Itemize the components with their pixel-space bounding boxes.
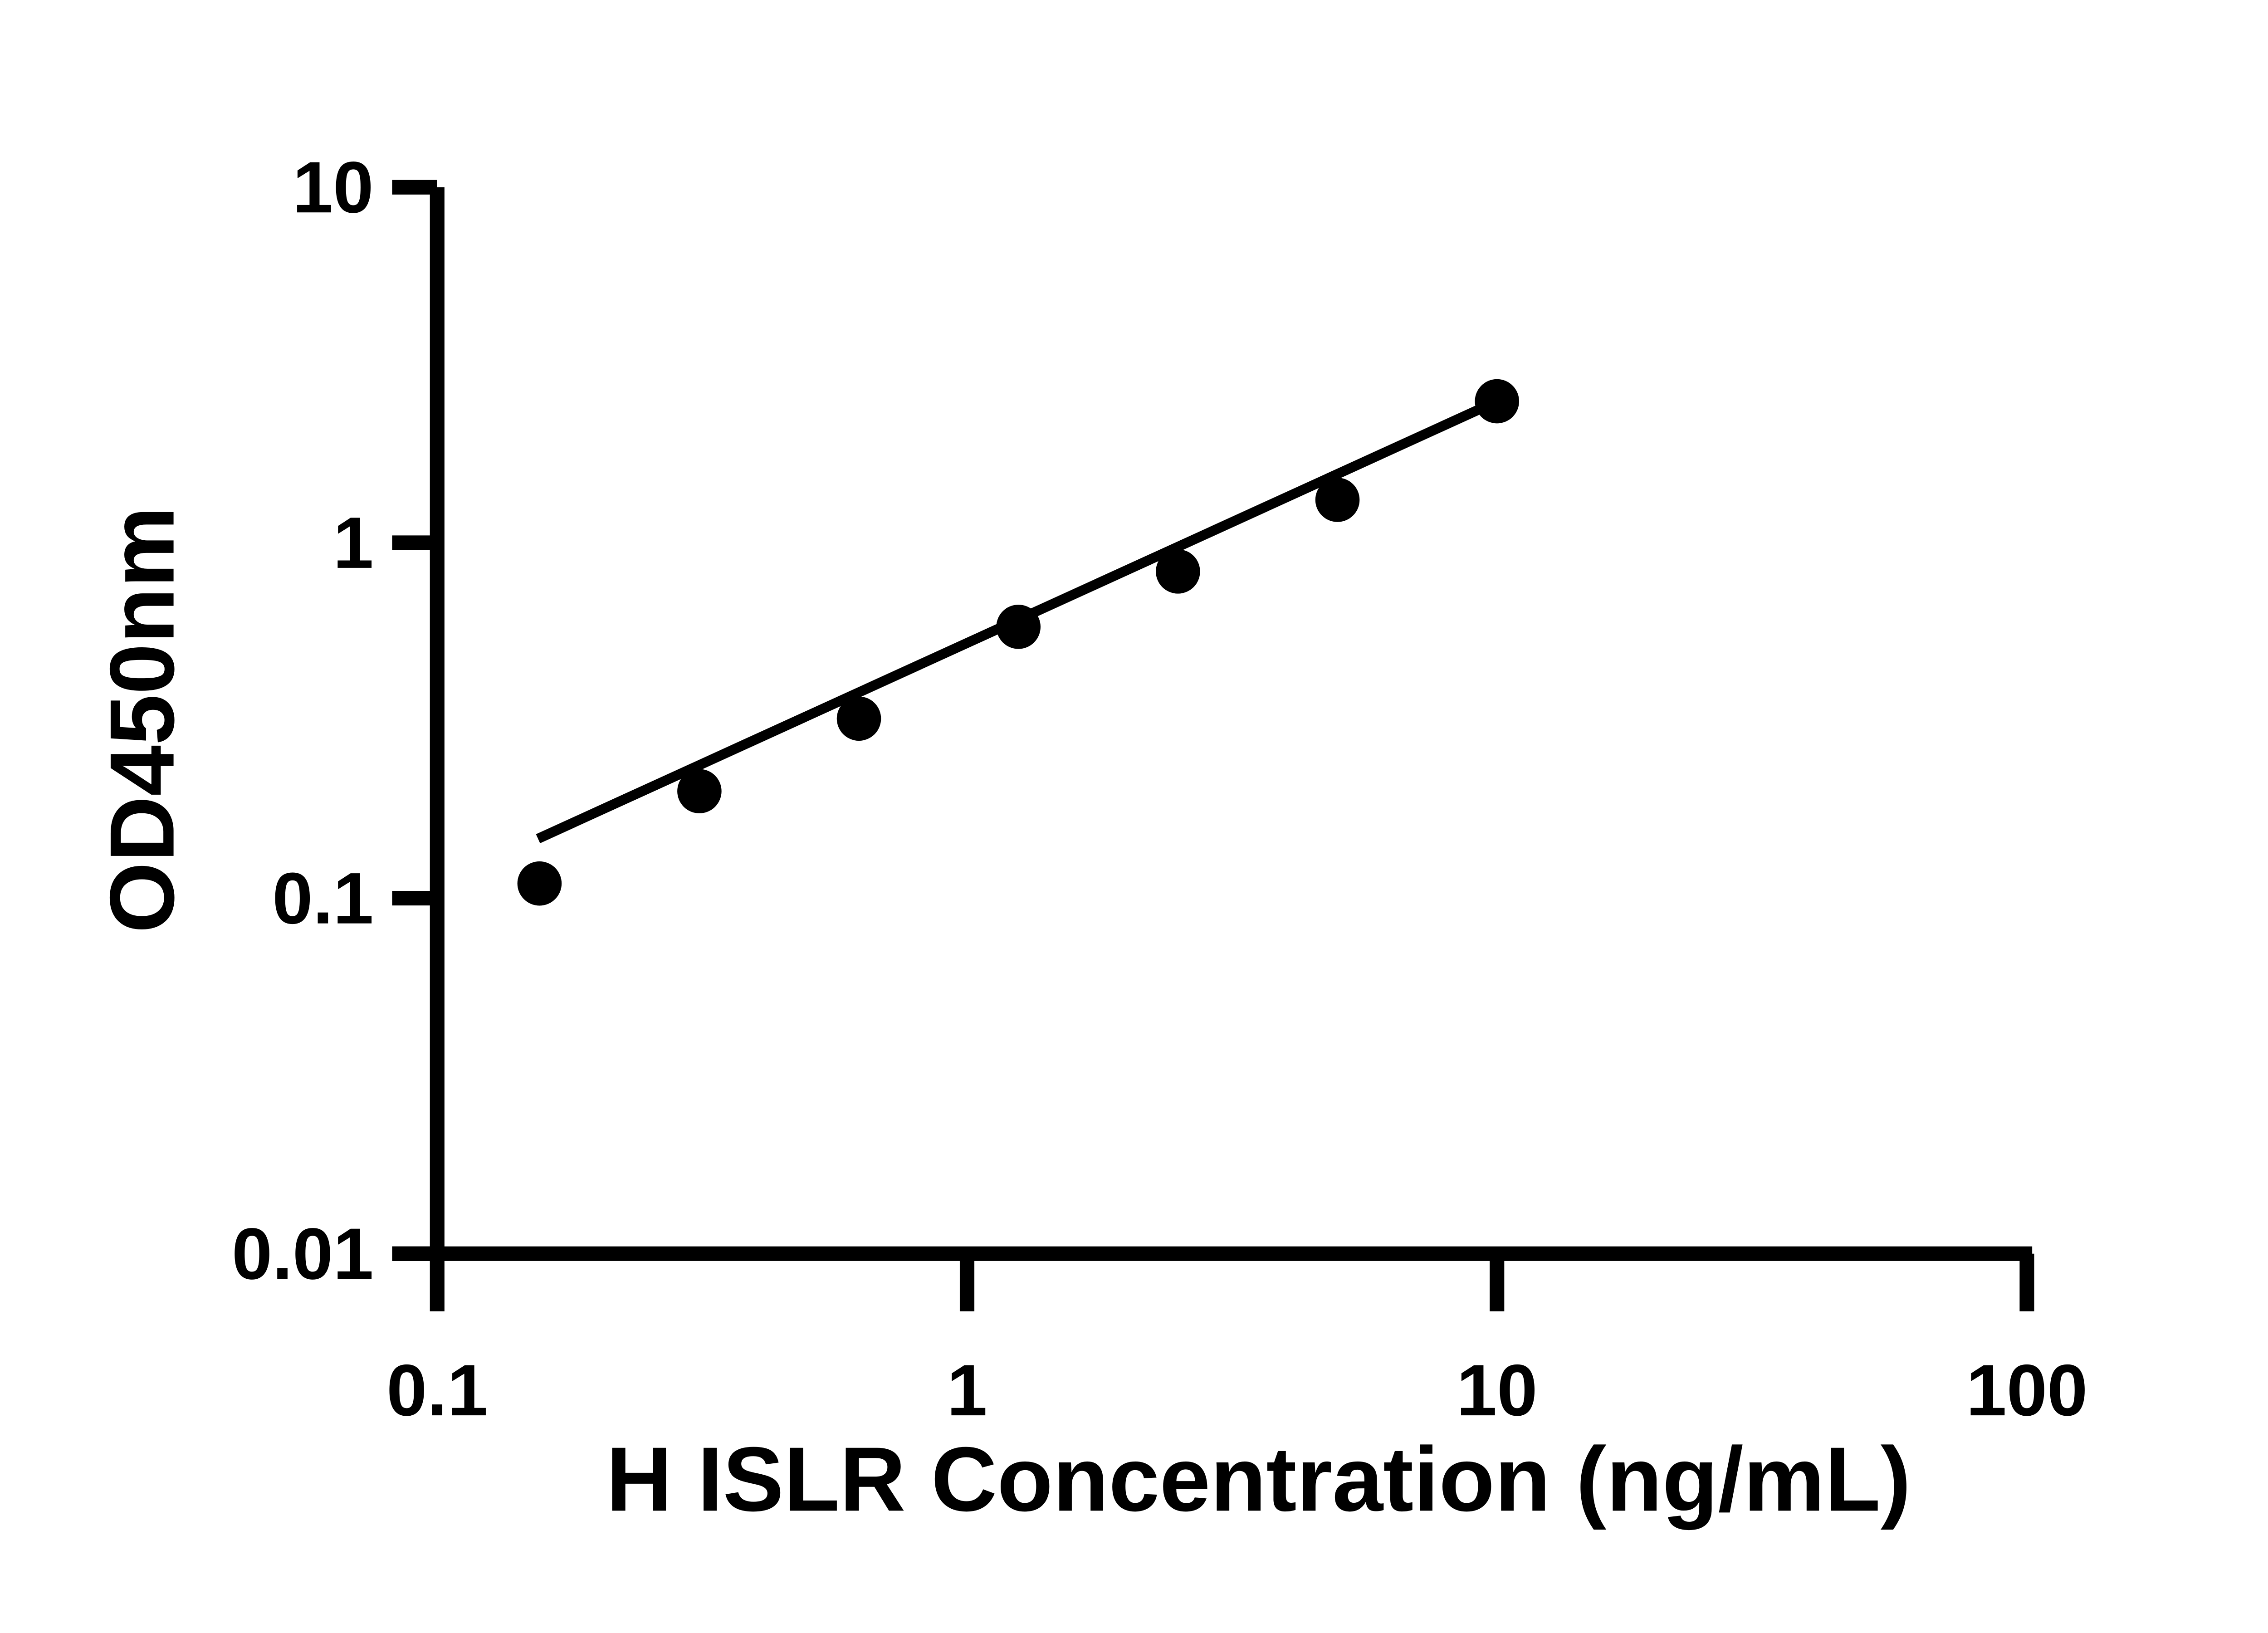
x-tick-label: 1 bbox=[947, 1350, 987, 1431]
y-tick-label: 0.1 bbox=[272, 858, 373, 939]
data-point bbox=[836, 696, 881, 741]
data-point bbox=[1315, 478, 1360, 522]
x-tick-label: 10 bbox=[1457, 1350, 1538, 1431]
y-tick-label: 0.01 bbox=[232, 1213, 374, 1295]
x-axis: 0.1 1 10 100 bbox=[386, 1246, 2087, 1431]
y-tick-label: 10 bbox=[293, 147, 374, 228]
y-tick-label: 1 bbox=[333, 503, 373, 584]
data-point bbox=[677, 769, 722, 813]
y-axis-title: OD450nm bbox=[91, 506, 193, 933]
y-axis: 0.01 0.1 1 10 bbox=[232, 147, 445, 1295]
x-axis-title: H ISLR Concentration (ng/mL) bbox=[606, 1428, 1911, 1530]
data-series bbox=[517, 379, 1520, 906]
data-point bbox=[1475, 379, 1520, 424]
data-point bbox=[1156, 549, 1200, 594]
data-point bbox=[517, 861, 562, 906]
x-tick-label: 0.1 bbox=[386, 1350, 488, 1431]
x-tick-label: 100 bbox=[1966, 1350, 2087, 1431]
data-point bbox=[996, 605, 1041, 649]
